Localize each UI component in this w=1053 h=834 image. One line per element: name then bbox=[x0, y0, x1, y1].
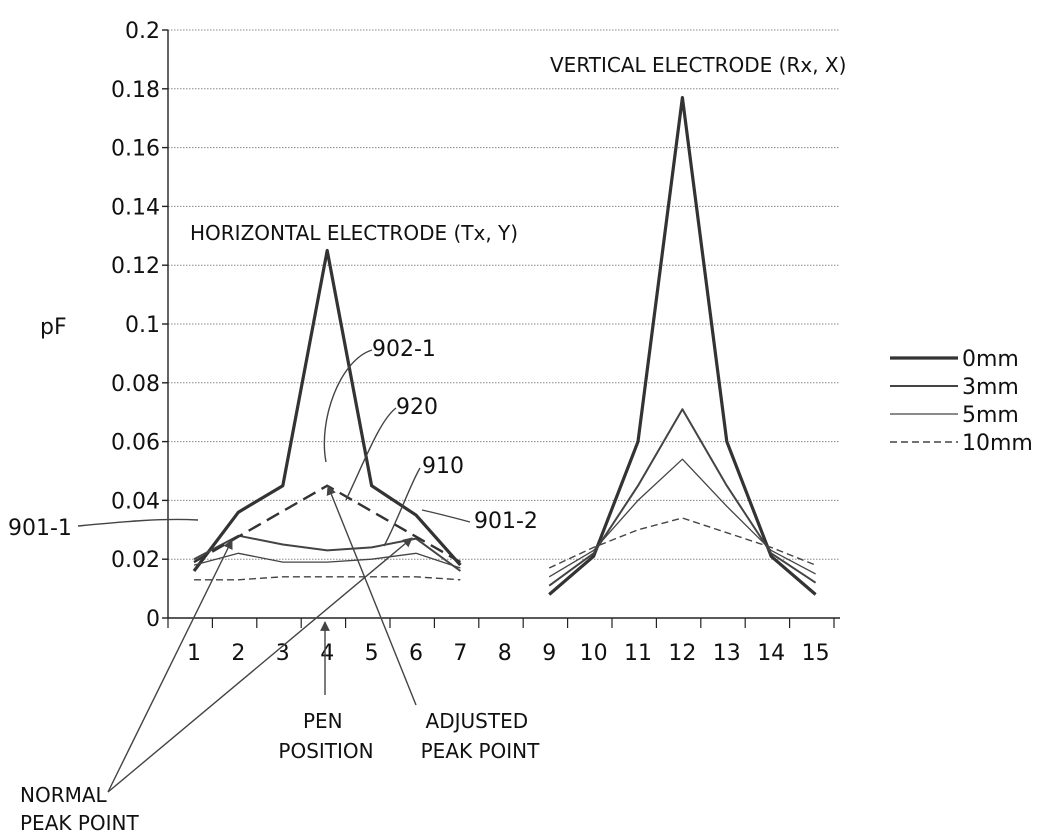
x-tick-label-14: 14 bbox=[757, 641, 785, 666]
normal-peak-line1: NORMAL bbox=[20, 783, 108, 807]
series-3mm-horizontal-line bbox=[193, 534, 461, 572]
arrow-normal-peak-2 bbox=[107, 537, 413, 793]
x-tick-label-10: 10 bbox=[580, 641, 608, 666]
leader-910 bbox=[383, 467, 421, 547]
ref-label-901-2: 901-2 bbox=[474, 509, 538, 534]
y-tick-label-0: 0 bbox=[146, 607, 160, 632]
pen-position-line2: POSITION bbox=[278, 739, 373, 763]
x-tick-label-3: 3 bbox=[276, 641, 290, 666]
y-tick-label-9: 0.18 bbox=[111, 78, 160, 103]
y-tick-label-8: 0.16 bbox=[111, 137, 160, 162]
y-tick-label-6: 0.12 bbox=[111, 254, 160, 279]
x-tick-label-2: 2 bbox=[231, 641, 245, 666]
axes bbox=[162, 29, 840, 628]
adjusted-peak-line2: PEAK POINT bbox=[421, 739, 541, 763]
y-tick-labels: 0 0.02 0.04 0.06 0.08 0.1 0.12 0.14 0.16 0.18 0.2 bbox=[111, 19, 160, 632]
x-tick-label-4: 4 bbox=[320, 641, 334, 666]
grid-lines bbox=[168, 29, 840, 560]
y-tick-label-10: 0.2 bbox=[125, 19, 160, 44]
x-tick-label-5: 5 bbox=[365, 641, 379, 666]
leader-902-1 bbox=[323, 349, 373, 463]
x-tick-label-6: 6 bbox=[409, 641, 423, 666]
pen-position-line1: PEN bbox=[303, 709, 343, 733]
pen-position-label: PEN POSITION bbox=[278, 709, 373, 763]
y-tick-label-7: 0.14 bbox=[111, 195, 160, 220]
legend: 0mm 3mm 5mm 10mm bbox=[890, 347, 1033, 456]
x-tick-label-7: 7 bbox=[453, 641, 467, 666]
leader-901-1 bbox=[77, 518, 199, 527]
y-tick-label-1: 0.02 bbox=[111, 548, 160, 573]
y-tick-label-4: 0.08 bbox=[111, 372, 160, 397]
x-tick-label-13: 13 bbox=[713, 641, 741, 666]
series-0mm-vertical-line bbox=[548, 95, 817, 596]
x-tick-label-12: 12 bbox=[668, 641, 696, 666]
ref-label-910: 910 bbox=[422, 454, 464, 479]
pointer-arrows bbox=[107, 485, 417, 793]
adjusted-peak-label: ADJUSTED PEAK POINT bbox=[421, 709, 541, 763]
series-0mm-horizontal-line bbox=[192, 248, 462, 572]
arrow-adjusted-peak bbox=[326, 485, 417, 706]
ref-label-902-1: 902-1 bbox=[372, 337, 436, 362]
y-tick-label-3: 0.06 bbox=[111, 431, 160, 456]
series-5mm-vertical-line bbox=[548, 458, 816, 578]
legend-label-10mm: 10mm bbox=[962, 431, 1033, 456]
legend-label-0mm: 0mm bbox=[962, 347, 1019, 372]
series-5mm-horizontal-line bbox=[193, 552, 461, 569]
legend-label-3mm: 3mm bbox=[962, 375, 1019, 400]
series-3mm-vertical-line bbox=[548, 408, 817, 587]
arrow-normal-peak-1 bbox=[107, 539, 233, 793]
leader-901-2 bbox=[421, 509, 471, 523]
legend-label-5mm: 5mm bbox=[962, 403, 1019, 428]
normal-peak-line2: PEAK POINT bbox=[20, 811, 140, 834]
normal-peak-label: NORMAL PEAK POINT bbox=[20, 783, 140, 834]
y-axis-label: pF bbox=[40, 315, 67, 340]
vertical-electrode-title: VERTICAL ELECTRODE (Rx, X) bbox=[550, 53, 846, 77]
x-tick-label-8: 8 bbox=[498, 641, 512, 666]
series-10mm-vertical-line bbox=[548, 517, 816, 569]
series-10mm-horizontal-line bbox=[194, 576, 461, 581]
y-tick-label-2: 0.04 bbox=[111, 489, 160, 514]
x-tick-label-1: 1 bbox=[187, 641, 201, 666]
ref-label-920: 920 bbox=[396, 395, 438, 420]
y-tick-label-5: 0.1 bbox=[125, 313, 160, 338]
adjusted-peak-line1: ADJUSTED bbox=[426, 709, 529, 733]
horizontal-electrode-title: HORIZONTAL ELECTRODE (Tx, Y) bbox=[190, 221, 518, 245]
x-tick-label-11: 11 bbox=[624, 641, 652, 666]
x-tick-labels: 1 2 3 4 5 6 7 8 9 10 11 12 13 14 15 bbox=[187, 641, 830, 666]
x-tick-label-9: 9 bbox=[542, 641, 556, 666]
leader-920 bbox=[345, 407, 397, 501]
x-tick-label-15: 15 bbox=[802, 641, 830, 666]
leader-lines bbox=[77, 349, 471, 547]
ref-label-901-1: 901-1 bbox=[8, 516, 72, 541]
